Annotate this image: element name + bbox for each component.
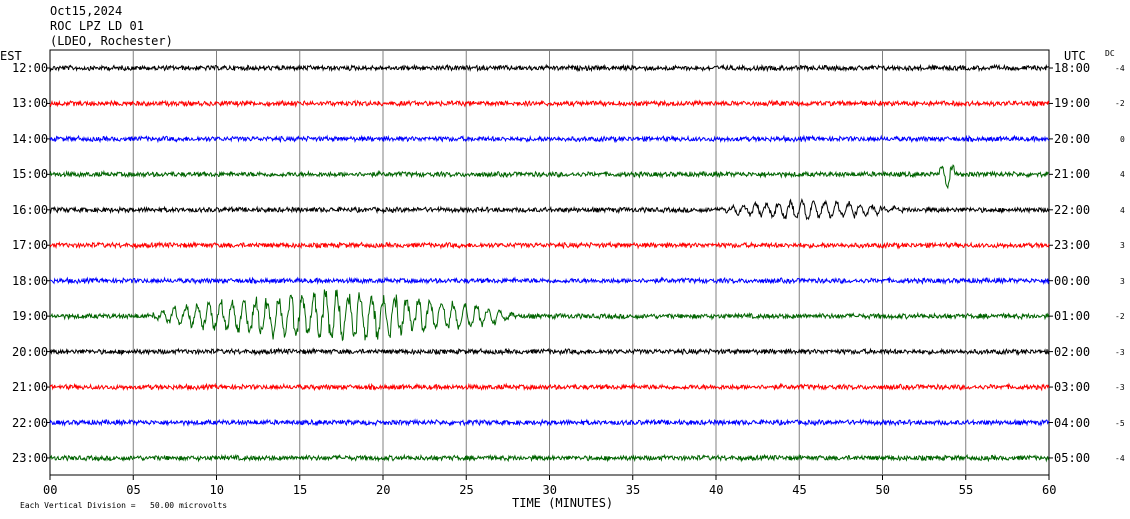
x-tick-label: 20	[376, 483, 391, 497]
x-tick-label: 45	[792, 483, 807, 497]
trace-1900-waveform	[49, 289, 1050, 342]
est-time-label: 16:00	[12, 202, 49, 217]
est-time-label: 15:00	[12, 167, 49, 182]
est-time-label: 20:00	[12, 344, 49, 359]
est-time-label: 17:00	[12, 238, 49, 253]
dc-offset-label: -2	[1115, 312, 1125, 322]
dc-offset-label: -5	[1115, 418, 1125, 428]
est-time-label: 18:00	[12, 273, 49, 288]
utc-time-label: 22:00	[1054, 202, 1091, 217]
dc-offset-label: -3	[1115, 347, 1125, 357]
trace-1600-waveform	[49, 198, 1049, 221]
x-tick-label: 25	[459, 483, 474, 497]
trace-2200-waveform	[49, 418, 1050, 427]
dc-offset-label: 4	[1120, 170, 1125, 180]
utc-time-label: 21:00	[1054, 167, 1091, 182]
est-time-label: 22:00	[12, 415, 49, 430]
dc-offset-label: -2	[1115, 99, 1125, 109]
x-tick-label: 15	[292, 483, 308, 497]
dc-offset-label: 3	[1120, 241, 1125, 251]
x-tick-label: 10	[209, 483, 224, 497]
est-time-label: 23:00	[12, 450, 49, 465]
trace-1300-waveform	[49, 99, 1050, 108]
trace-1500-waveform	[49, 164, 1050, 190]
x-tick-label: 40	[709, 483, 724, 497]
utc-time-label: 04:00	[1054, 415, 1091, 430]
x-tick-label: 55	[958, 483, 974, 497]
x-tick-label: 00	[43, 483, 58, 497]
utc-time-label: 00:00	[1054, 273, 1091, 288]
date-label: Oct15,2024	[50, 4, 123, 18]
utc-time-label: 23:00	[1054, 238, 1091, 253]
dc-offset-label: 4	[1120, 205, 1125, 215]
x-tick-label: 05	[126, 483, 141, 497]
x-tick-label: 35	[625, 483, 641, 497]
est-time-label: 13:00	[12, 96, 49, 111]
utc-time-label: 20:00	[1054, 131, 1091, 146]
dc-label: DC	[1105, 49, 1115, 58]
dc-offset-label: -4	[1115, 64, 1125, 73]
est-time-label: 19:00	[12, 309, 49, 324]
est-time-label: 12:00	[12, 61, 49, 75]
utc-time-label: 18:00	[1054, 61, 1091, 75]
x-tick-label: 60	[1042, 483, 1057, 497]
x-axis-title: TIME (MINUTES)	[512, 496, 614, 510]
est-axis-label: EST	[0, 49, 22, 63]
trace-2000-waveform	[49, 347, 1050, 357]
utc-time-label: 03:00	[1054, 380, 1091, 395]
dc-offset-label: 0	[1120, 134, 1125, 144]
x-tick-label: 50	[875, 483, 890, 497]
dc-offset-label: -4	[1115, 453, 1125, 463]
station-label: ROC LPZ LD 01	[50, 19, 144, 33]
trace-1200-waveform	[49, 63, 1050, 73]
est-time-label: 14:00	[12, 131, 49, 146]
est-time-label: 21:00	[12, 380, 49, 395]
utc-time-label: 19:00	[1054, 96, 1091, 111]
trace-1800-waveform	[49, 276, 1050, 286]
trace-1700-waveform	[49, 240, 1050, 250]
utc-time-label: 01:00	[1054, 309, 1091, 324]
dc-offset-label: -3	[1115, 383, 1125, 393]
network-label: (LDEO, Rochester)	[50, 34, 173, 48]
scale-note: Each Vertical Division = 50.00 microvolt…	[20, 501, 228, 510]
trace-2300-waveform	[49, 453, 1050, 463]
utc-axis-label: UTC	[1064, 49, 1086, 63]
trace-1400-waveform	[49, 134, 1050, 144]
utc-time-label: 02:00	[1054, 344, 1091, 359]
x-tick-label: 30	[542, 483, 557, 497]
dc-offset-label: 3	[1120, 276, 1125, 286]
trace-2100-waveform	[49, 382, 1050, 392]
utc-time-label: 05:00	[1054, 450, 1091, 465]
